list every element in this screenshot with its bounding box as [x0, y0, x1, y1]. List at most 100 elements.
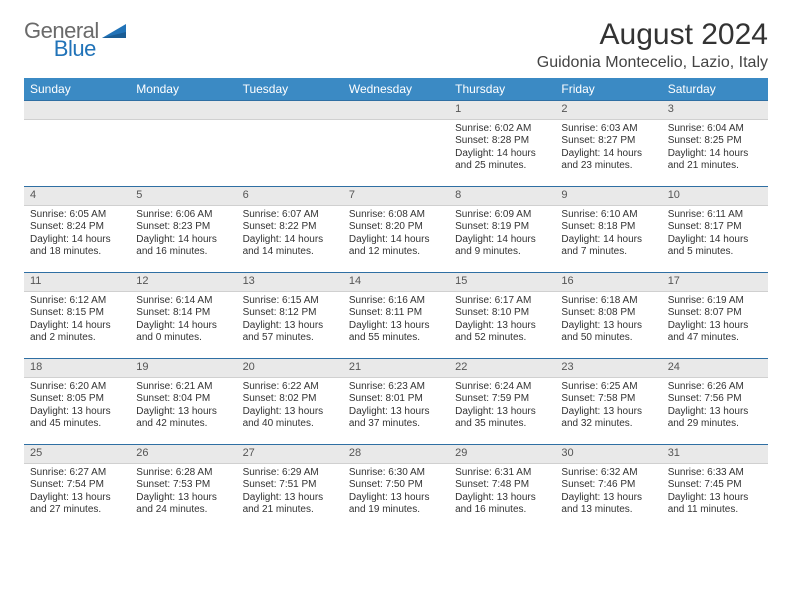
month-title: August 2024 [537, 18, 768, 52]
daylight-text: Daylight: 13 hours [349, 320, 443, 333]
calendar-day-cell: 5Sunrise: 6:06 AMSunset: 8:23 PMDaylight… [130, 186, 236, 272]
calendar-day-cell: 18Sunrise: 6:20 AMSunset: 8:05 PMDayligh… [24, 358, 130, 444]
calendar-day-cell: 20Sunrise: 6:22 AMSunset: 8:02 PMDayligh… [237, 358, 343, 444]
sunrise-text: Sunrise: 6:21 AM [136, 381, 230, 394]
calendar-day-cell: 16Sunrise: 6:18 AMSunset: 8:08 PMDayligh… [555, 272, 661, 358]
calendar-day-cell: 13Sunrise: 6:15 AMSunset: 8:12 PMDayligh… [237, 272, 343, 358]
daylight-text: and 55 minutes. [349, 332, 443, 345]
daylight-text: and 19 minutes. [349, 504, 443, 517]
day-number: 4 [24, 187, 130, 205]
calendar-day-cell [237, 100, 343, 186]
daylight-text: and 32 minutes. [561, 418, 655, 431]
logo: General Blue [24, 18, 170, 44]
sunset-text: Sunset: 8:23 PM [136, 221, 230, 234]
day-number: 18 [24, 359, 130, 377]
day-number [24, 101, 130, 119]
sunset-text: Sunset: 8:24 PM [30, 221, 124, 234]
daylight-text: and 47 minutes. [668, 332, 762, 345]
daylight-text: and 13 minutes. [561, 504, 655, 517]
daylight-text: and 45 minutes. [30, 418, 124, 431]
sunset-text: Sunset: 7:45 PM [668, 479, 762, 492]
location: Guidonia Montecelio, Lazio, Italy [537, 54, 768, 72]
day-number: 5 [130, 187, 236, 205]
sunrise-text: Sunrise: 6:02 AM [455, 123, 549, 136]
daylight-text: and 5 minutes. [668, 246, 762, 259]
sunrise-text: Sunrise: 6:14 AM [136, 295, 230, 308]
sunrise-text: Sunrise: 6:03 AM [561, 123, 655, 136]
calendar-day-cell: 28Sunrise: 6:30 AMSunset: 7:50 PMDayligh… [343, 444, 449, 530]
calendar-day-cell: 11Sunrise: 6:12 AMSunset: 8:15 PMDayligh… [24, 272, 130, 358]
calendar-day-cell: 8Sunrise: 6:09 AMSunset: 8:19 PMDaylight… [449, 186, 555, 272]
sunset-text: Sunset: 8:04 PM [136, 393, 230, 406]
sunrise-text: Sunrise: 6:33 AM [668, 467, 762, 480]
day-number: 27 [237, 445, 343, 463]
calendar-day-cell: 1Sunrise: 6:02 AMSunset: 8:28 PMDaylight… [449, 100, 555, 186]
calendar-day-cell: 29Sunrise: 6:31 AMSunset: 7:48 PMDayligh… [449, 444, 555, 530]
title-block: August 2024 Guidonia Montecelio, Lazio, … [537, 18, 768, 72]
calendar-day-cell: 14Sunrise: 6:16 AMSunset: 8:11 PMDayligh… [343, 272, 449, 358]
sunset-text: Sunset: 8:07 PM [668, 307, 762, 320]
daylight-text: Daylight: 13 hours [136, 406, 230, 419]
triangle-icon [102, 20, 126, 43]
sunset-text: Sunset: 7:46 PM [561, 479, 655, 492]
calendar-day-cell: 30Sunrise: 6:32 AMSunset: 7:46 PMDayligh… [555, 444, 661, 530]
day-number: 2 [555, 101, 661, 119]
calendar-day-cell: 21Sunrise: 6:23 AMSunset: 8:01 PMDayligh… [343, 358, 449, 444]
daylight-text: Daylight: 13 hours [561, 492, 655, 505]
calendar-day-cell: 6Sunrise: 6:07 AMSunset: 8:22 PMDaylight… [237, 186, 343, 272]
calendar-day-cell [343, 100, 449, 186]
sunrise-text: Sunrise: 6:10 AM [561, 209, 655, 222]
daylight-text: and 11 minutes. [668, 504, 762, 517]
daylight-text: Daylight: 13 hours [243, 320, 337, 333]
sunrise-text: Sunrise: 6:17 AM [455, 295, 549, 308]
sunrise-text: Sunrise: 6:12 AM [30, 295, 124, 308]
day-number: 24 [662, 359, 768, 377]
daylight-text: Daylight: 13 hours [668, 492, 762, 505]
sunrise-text: Sunrise: 6:05 AM [30, 209, 124, 222]
daylight-text: Daylight: 13 hours [455, 406, 549, 419]
sunrise-text: Sunrise: 6:30 AM [349, 467, 443, 480]
daylight-text: and 40 minutes. [243, 418, 337, 431]
daylight-text: Daylight: 13 hours [455, 320, 549, 333]
sunrise-text: Sunrise: 6:08 AM [349, 209, 443, 222]
sunset-text: Sunset: 7:50 PM [349, 479, 443, 492]
calendar-day-cell: 19Sunrise: 6:21 AMSunset: 8:04 PMDayligh… [130, 358, 236, 444]
sunset-text: Sunset: 7:54 PM [30, 479, 124, 492]
sunrise-text: Sunrise: 6:29 AM [243, 467, 337, 480]
day-number: 8 [449, 187, 555, 205]
sunrise-text: Sunrise: 6:22 AM [243, 381, 337, 394]
daylight-text: Daylight: 14 hours [243, 234, 337, 247]
day-number [343, 101, 449, 119]
sunrise-text: Sunrise: 6:23 AM [349, 381, 443, 394]
day-number: 23 [555, 359, 661, 377]
daylight-text: Daylight: 14 hours [561, 234, 655, 247]
calendar-week-row: 11Sunrise: 6:12 AMSunset: 8:15 PMDayligh… [24, 272, 768, 358]
sunset-text: Sunset: 8:14 PM [136, 307, 230, 320]
sunset-text: Sunset: 8:12 PM [243, 307, 337, 320]
sunrise-text: Sunrise: 6:18 AM [561, 295, 655, 308]
daylight-text: and 42 minutes. [136, 418, 230, 431]
daylight-text: Daylight: 13 hours [668, 406, 762, 419]
day-number: 3 [662, 101, 768, 119]
sunrise-text: Sunrise: 6:28 AM [136, 467, 230, 480]
day-number: 14 [343, 273, 449, 291]
day-number: 17 [662, 273, 768, 291]
daylight-text: and 29 minutes. [668, 418, 762, 431]
sunset-text: Sunset: 8:15 PM [30, 307, 124, 320]
daylight-text: and 9 minutes. [455, 246, 549, 259]
sunset-text: Sunset: 8:08 PM [561, 307, 655, 320]
calendar-day-cell [130, 100, 236, 186]
calendar-day-cell: 12Sunrise: 6:14 AMSunset: 8:14 PMDayligh… [130, 272, 236, 358]
sunrise-text: Sunrise: 6:26 AM [668, 381, 762, 394]
sunset-text: Sunset: 8:01 PM [349, 393, 443, 406]
daylight-text: and 16 minutes. [136, 246, 230, 259]
daylight-text: and 24 minutes. [136, 504, 230, 517]
daylight-text: and 14 minutes. [243, 246, 337, 259]
sunrise-text: Sunrise: 6:20 AM [30, 381, 124, 394]
day-number: 28 [343, 445, 449, 463]
daylight-text: Daylight: 13 hours [243, 492, 337, 505]
daylight-text: and 23 minutes. [561, 160, 655, 173]
daylight-text: and 21 minutes. [243, 504, 337, 517]
sunset-text: Sunset: 7:51 PM [243, 479, 337, 492]
calendar-day-cell: 7Sunrise: 6:08 AMSunset: 8:20 PMDaylight… [343, 186, 449, 272]
